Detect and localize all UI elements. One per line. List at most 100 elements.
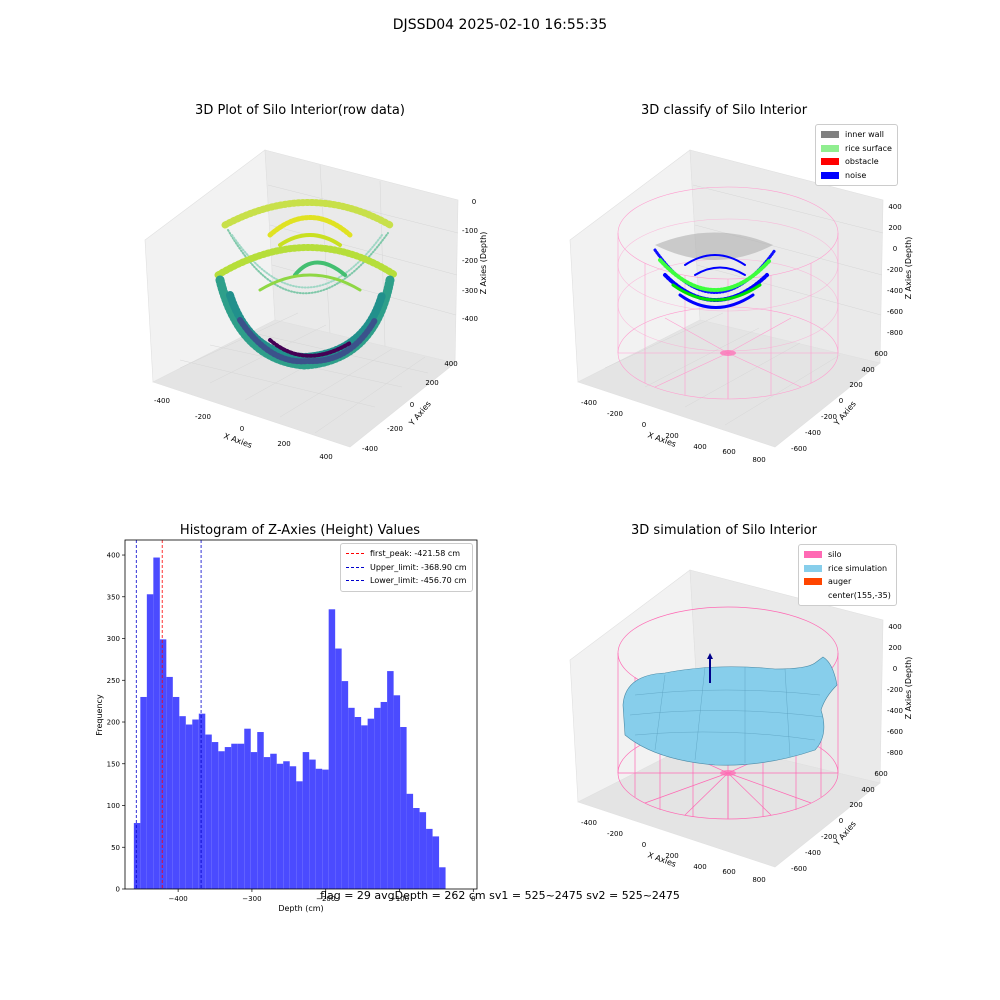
simulation-xtick: 200 [665, 852, 678, 860]
legend-line [346, 566, 364, 568]
status-line: flag = 29 avgDepth = 262 cm sv1 = 525~24… [320, 889, 680, 902]
histogram-bar [296, 781, 303, 889]
histogram-bar [185, 724, 193, 889]
histogram-bar [380, 701, 388, 889]
histogram-ytick-label: 400 [107, 552, 120, 560]
histogram-bar [393, 695, 401, 889]
histogram-bar [322, 769, 329, 889]
histogram-bar [179, 716, 186, 889]
histogram-bar [413, 808, 420, 889]
simulation-plot-title: 3D simulation of Silo Interior [631, 523, 817, 538]
histogram-bar [335, 648, 342, 889]
legend-label: first_peak: -421.58 cm [370, 549, 461, 559]
legend-item-lower-limit: Lower_limit: -456.70 cm [346, 574, 467, 588]
histogram-bar [341, 681, 349, 889]
raw-xtick: 0 [240, 425, 244, 433]
raw-xtick: -400 [154, 397, 170, 405]
classify-xtick: 0 [642, 421, 646, 429]
classify-ytick: 600 [874, 350, 887, 358]
legend-swatch [821, 158, 839, 166]
legend-label: inner wall [845, 130, 885, 140]
histogram-bar [283, 761, 290, 889]
simulation-ytick: -600 [791, 865, 807, 873]
histogram-ytick-label: 200 [107, 719, 120, 727]
simulation-ytick: 600 [874, 770, 887, 778]
simulation-ztick: -600 [887, 728, 903, 736]
simulation-xtick: -200 [607, 830, 623, 838]
histogram-bar [276, 763, 284, 889]
legend-swatch [804, 592, 822, 599]
histogram-bar [146, 594, 154, 889]
simulation-legend: silo rice simulation auger center(155,-3… [798, 544, 897, 606]
classify-ztick: 400 [888, 203, 901, 211]
histogram-bar [133, 823, 141, 889]
histogram-bar [166, 676, 173, 889]
raw-xtick: 200 [277, 440, 290, 448]
histogram-bar [205, 734, 212, 889]
simulation-ztick: 0 [893, 665, 897, 673]
histogram-bar [387, 671, 394, 889]
histogram-ytick-label: 50 [111, 844, 120, 852]
legend-swatch [821, 131, 839, 139]
legend-label: obstacle [845, 157, 879, 167]
raw-ytick: 200 [425, 379, 438, 387]
histogram-ytick-label: 150 [107, 760, 120, 768]
histogram-xtick-label: −400 [169, 895, 188, 903]
classify-xtick: 200 [665, 432, 678, 440]
histogram-ytick-label: 300 [107, 635, 120, 643]
histogram-y-label: Frequency [95, 694, 104, 736]
classify-plot-title: 3D classify of Silo Interior [640, 103, 808, 118]
legend-item-rice-surface: rice surface [821, 142, 892, 156]
raw-ztick: -100 [462, 227, 478, 235]
simulation-ytick: 200 [849, 801, 862, 809]
legend-item-rice-simulation: rice simulation [804, 562, 891, 576]
simulation-xtick: 400 [693, 863, 706, 871]
histogram-xtick-label: −100 [390, 895, 409, 903]
raw-ztick: -300 [462, 287, 478, 295]
histogram-bar [218, 751, 225, 889]
legend-item-silo: silo [804, 548, 891, 562]
simulation-ztick: -200 [887, 686, 903, 694]
histogram-bar [361, 725, 368, 889]
classify-ytick: 400 [861, 366, 874, 374]
classify-ytick: -400 [805, 429, 821, 437]
classify-xtick: -200 [607, 410, 623, 418]
simulation-xtick: 600 [722, 868, 735, 876]
histogram-xtick-label: −300 [242, 895, 261, 903]
classify-ztick: 0 [893, 245, 897, 253]
figure-title: DJSSD04 2025-02-10 16:55:35 [392, 17, 608, 33]
simulation-ztick: 200 [888, 644, 901, 652]
histogram-bar [257, 732, 264, 889]
raw-xtick: 400 [319, 453, 332, 461]
histogram-bar [354, 717, 362, 889]
simulation-xtick: 800 [752, 876, 765, 884]
simulation-ztick: -800 [887, 749, 903, 757]
legend-label: center(155,-35) [828, 590, 891, 600]
simulation-ytick: -200 [821, 833, 837, 841]
legend-label: rice surface [845, 143, 892, 153]
raw-ztick: 0 [472, 198, 476, 206]
histogram-bar [270, 753, 277, 889]
histogram-ytick-label: 100 [107, 802, 120, 810]
histogram-bar [432, 836, 440, 889]
histogram-bar [153, 557, 160, 889]
classify-legend: inner wall rice surface obstacle noise [815, 124, 898, 186]
histogram-bar [192, 719, 199, 889]
simulation-ytick: -400 [805, 849, 821, 857]
legend-swatch [804, 564, 822, 572]
legend-item-inner-wall: inner wall [821, 128, 892, 142]
raw-x-axis-label: X Axies [222, 431, 253, 450]
legend-swatch [821, 144, 839, 152]
classify-xtick: -400 [581, 399, 597, 407]
histogram-bar [224, 747, 232, 889]
legend-swatch [804, 578, 822, 586]
raw-ytick: -400 [362, 445, 378, 453]
histogram-bar [406, 793, 414, 889]
histogram-bar [426, 828, 433, 889]
histogram-title: Histogram of Z-Axies (Height) Values [179, 523, 421, 538]
histogram-x-label: Depth (cm) [278, 904, 323, 913]
raw-xtick: -200 [195, 413, 211, 421]
legend-item-noise: noise [821, 169, 892, 183]
simulation-3d-plot: -400 -200 0 200 400 600 800 -600 -400 -2… [569, 569, 913, 884]
classify-ztick: -800 [887, 329, 903, 337]
